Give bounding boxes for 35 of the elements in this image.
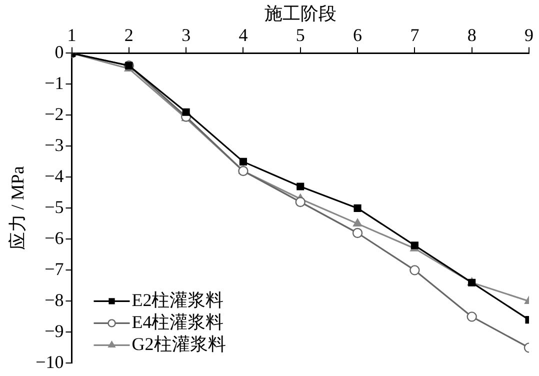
legend-label: G2柱灌浆料	[132, 334, 226, 354]
point	[295, 196, 306, 208]
x-tick-label: 6	[353, 25, 362, 46]
x-tick-label: 3	[182, 25, 191, 46]
x-axis-title: 施工阶段	[264, 4, 336, 24]
y-axis-title: 应力 / MPa	[8, 166, 28, 250]
y-tick-label: −4	[44, 166, 64, 186]
point	[182, 108, 190, 116]
y-tick-label: −1	[44, 72, 64, 93]
legend-label: E4柱灌浆料	[132, 312, 224, 332]
x-tick-label: 2	[124, 25, 134, 46]
point	[296, 182, 304, 190]
x-tick-label: 7	[410, 25, 420, 46]
point	[410, 265, 420, 276]
y-tick-label: −5	[44, 196, 64, 217]
x-tick-label: 4	[238, 25, 248, 46]
point	[352, 228, 363, 238]
y-tick-label: −3	[44, 134, 64, 155]
y-tick-label: 0	[54, 42, 64, 62]
point	[238, 166, 248, 176]
y-tick-label: −10	[36, 352, 64, 372]
x-tick-label: 8	[467, 25, 476, 46]
y-tick-label: −6	[44, 228, 64, 248]
x-tick-label: 5	[296, 25, 305, 46]
point	[466, 312, 477, 322]
y-tick-label: −9	[44, 320, 64, 341]
x-tick-label: 1	[67, 25, 76, 46]
y-tick-label: −7	[44, 258, 64, 279]
point	[353, 218, 362, 227]
point	[354, 204, 362, 212]
x-tick-label: 9	[524, 25, 534, 46]
y-tick-label: −2	[44, 104, 64, 124]
point	[239, 158, 247, 166]
legend-label: E2柱灌浆料	[132, 290, 224, 310]
y-tick-label: −8	[44, 290, 64, 310]
